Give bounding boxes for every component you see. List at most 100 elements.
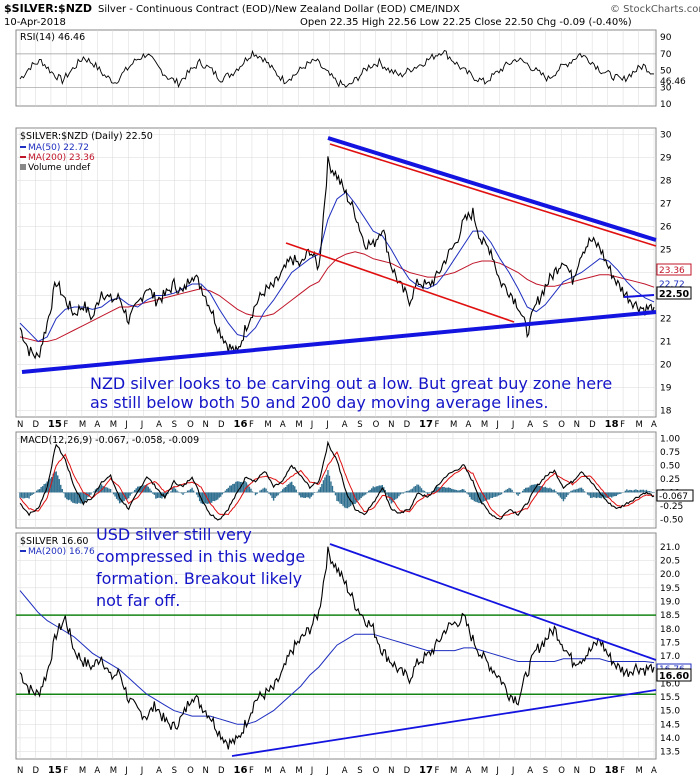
x-axis-label: M	[450, 766, 457, 776]
x-axis-label: M	[79, 420, 86, 430]
silver-tick-label: 13.5	[660, 748, 680, 758]
macd-tick-labels: 1.000.750.500.250.00-0.25-0.50	[660, 434, 684, 525]
rsi-panel	[15, 29, 657, 107]
x-axis-label: A	[156, 766, 162, 776]
rsi-tick-labels: 90 70 50 30 10	[660, 33, 672, 110]
x-axis-label: 17	[419, 419, 433, 430]
x-axis-label: 16	[233, 419, 247, 430]
x-axis-label: N	[388, 766, 394, 776]
silver-tick-label: 18.5	[660, 611, 680, 621]
x-axis-label: 17	[419, 765, 433, 776]
x-axis-label: D	[404, 766, 411, 776]
x-axis-label: J	[310, 766, 314, 776]
header-symbol: $SILVER:$NZD	[4, 2, 92, 15]
silver-tick-label: 17.0	[660, 652, 680, 662]
price-tag-ma50: 22.72	[659, 280, 685, 290]
x-axis-label: N	[574, 420, 580, 430]
ma200-series-line	[19, 251, 655, 342]
x-axis-label: D	[32, 420, 39, 430]
silver-tick-labels: 21.020.520.019.519.018.518.017.517.016.5…	[660, 543, 680, 758]
legend-ma200: MA(200) 23.36	[28, 153, 95, 163]
x-axis-label: A	[94, 420, 100, 430]
x-axis-label: M	[110, 766, 117, 776]
x-axis-label: M	[264, 766, 271, 776]
x-axis-label: S	[357, 420, 362, 430]
price-tick-label: 26	[660, 223, 672, 233]
x-axis-label: S	[543, 420, 548, 430]
x-axis-label: M	[636, 766, 643, 776]
price-tag-ma200-box	[656, 263, 692, 276]
x-axis-label: 15	[48, 419, 62, 430]
recent-low-line-blue	[623, 294, 655, 298]
x-axis-label: M	[295, 420, 302, 430]
upper-channel-red	[329, 143, 657, 247]
rsi-tick-label: 90	[660, 33, 672, 43]
silver-tick-label: 19.0	[660, 597, 680, 607]
silver-annotation-line4: not far off.	[96, 591, 180, 610]
x-axis-label: D	[218, 420, 225, 430]
x-axis-label: D	[404, 420, 411, 430]
silver-tick-label: 17.5	[660, 638, 680, 648]
silver-tick-label: 15.0	[660, 707, 680, 717]
silver-tick-label: 20.5	[660, 557, 680, 567]
x-axis-label: S	[357, 766, 362, 776]
silver-tag-last-box	[656, 668, 692, 682]
x-axis-label: F	[63, 420, 68, 430]
macd-series-line	[19, 440, 655, 521]
x-axis-label: M	[264, 420, 271, 430]
wedge-upper-line	[329, 543, 657, 661]
silver-tick-label: 20.0	[660, 570, 680, 580]
x-axis-label: J	[140, 766, 144, 776]
x-axis-label: A	[342, 420, 348, 430]
macd-signal-line	[19, 451, 655, 518]
x-axis-label: J	[495, 420, 499, 430]
price-tick-label: 30	[660, 131, 672, 141]
x-axis-label: A	[280, 420, 286, 430]
price-tick-label: 18	[660, 406, 672, 416]
price-series-line	[19, 156, 655, 360]
x-axis-label: J	[124, 420, 128, 430]
x-axis-label: A	[342, 766, 348, 776]
x-axis-label: 18	[605, 419, 619, 430]
x-axis-label: F	[620, 420, 625, 430]
macd-panel	[15, 431, 657, 529]
silver-title: $SILVER 16.60	[20, 536, 88, 547]
x-axis-label: J	[325, 766, 329, 776]
lower-trendline-blue	[21, 310, 657, 374]
x-axis-label: O	[187, 766, 194, 776]
x-axis-label: A	[465, 420, 471, 430]
x-axis-label: O	[558, 420, 565, 430]
x-axis-label: A	[465, 766, 471, 776]
x-axis-label: A	[156, 420, 162, 430]
x-axis-label: M	[481, 766, 488, 776]
silver-tick-label: 18.0	[660, 625, 680, 635]
rsi-last-value: 46.46	[660, 77, 686, 87]
silver-tick-label: 14.0	[660, 734, 680, 744]
x-axis-label: F	[249, 766, 254, 776]
silver-tick-label: 16.0	[660, 679, 680, 689]
price-tick-label: 29	[660, 154, 672, 164]
x-axis-label: N	[388, 420, 394, 430]
price-tick-label: 22	[660, 314, 671, 324]
x-axis-label: 15	[48, 765, 62, 776]
x-axis-label: M	[79, 766, 86, 776]
legend-volume-swatch	[20, 164, 26, 170]
legend-silver-ma: MA(200) 16.76	[28, 547, 95, 557]
x-axis-label: M	[636, 420, 643, 430]
price-tick-label: 27	[660, 200, 671, 210]
x-axis-label: F	[620, 766, 625, 776]
rsi-tick-label: 50	[660, 67, 672, 77]
header-date: 10-Apr-2018	[4, 17, 66, 28]
x-axis-label: S	[543, 766, 548, 776]
lower-channel-red	[285, 242, 515, 323]
x-axis-label: J	[511, 766, 515, 776]
x-axis-label: M	[450, 420, 457, 430]
x-axis-label: M	[295, 766, 302, 776]
price-legend-title: $SILVER:$NZD (Daily) 22.50	[20, 131, 153, 142]
silver-annotation-line3: formation. Breakout likely	[96, 569, 302, 588]
x-axis-label: D	[589, 420, 596, 430]
rsi-tick-label: 10	[660, 100, 672, 110]
x-axis-label: J	[511, 420, 515, 430]
